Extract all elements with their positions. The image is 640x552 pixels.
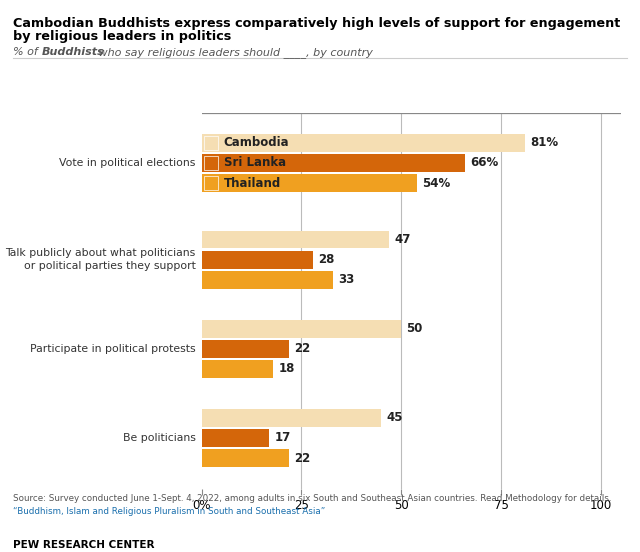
Text: PEW RESEARCH CENTER: PEW RESEARCH CENTER	[13, 540, 154, 550]
Text: % of: % of	[13, 47, 41, 57]
Text: by religious leaders in politics: by religious leaders in politics	[13, 30, 231, 44]
Bar	[202, 251, 314, 268]
Bar	[202, 231, 389, 248]
Bar	[202, 429, 269, 447]
Bar	[202, 154, 465, 172]
Text: “Buddhism, Islam and Religious Pluralism in South and Southeast Asia”: “Buddhism, Islam and Religious Pluralism…	[13, 507, 325, 516]
Text: Thailand: Thailand	[223, 177, 281, 189]
Bar	[202, 409, 381, 427]
Bar	[202, 449, 289, 467]
FancyBboxPatch shape	[204, 156, 218, 171]
Bar	[202, 340, 289, 358]
Text: Sri Lanka: Sri Lanka	[223, 156, 285, 169]
Text: 66%: 66%	[470, 156, 498, 169]
Text: 22: 22	[294, 342, 310, 355]
Text: Vote in political elections: Vote in political elections	[60, 158, 196, 168]
Text: 47: 47	[394, 233, 410, 246]
Text: 18: 18	[278, 362, 294, 375]
Text: 28: 28	[318, 253, 335, 266]
Text: Talk publicly about what politicians
or political parties they support: Talk publicly about what politicians or …	[5, 248, 196, 271]
Text: 22: 22	[294, 452, 310, 465]
Text: Cambodia: Cambodia	[223, 136, 289, 150]
Text: Be politicians: Be politicians	[123, 433, 196, 443]
Bar	[202, 270, 333, 289]
Text: 81%: 81%	[530, 136, 558, 150]
FancyBboxPatch shape	[204, 136, 218, 150]
Text: 45: 45	[386, 411, 403, 424]
Text: 50: 50	[406, 322, 422, 335]
Text: 54%: 54%	[422, 177, 450, 189]
FancyBboxPatch shape	[204, 176, 218, 190]
Bar	[202, 360, 273, 378]
Text: 33: 33	[338, 273, 355, 286]
Bar	[202, 134, 525, 152]
Text: who say religious leaders should ____, by country: who say religious leaders should ____, b…	[95, 47, 372, 58]
Text: Buddhists: Buddhists	[42, 47, 104, 57]
Text: 17: 17	[275, 432, 291, 444]
Text: Cambodian Buddhists express comparatively high levels of support for engagement: Cambodian Buddhists express comparativel…	[13, 17, 620, 30]
Bar	[202, 174, 417, 192]
Text: Source: Survey conducted June 1-Sept. 4, 2022, among adults in six South and Sou: Source: Survey conducted June 1-Sept. 4,…	[13, 494, 611, 503]
Text: Participate in political protests: Participate in political protests	[30, 344, 196, 354]
Bar	[202, 320, 401, 338]
